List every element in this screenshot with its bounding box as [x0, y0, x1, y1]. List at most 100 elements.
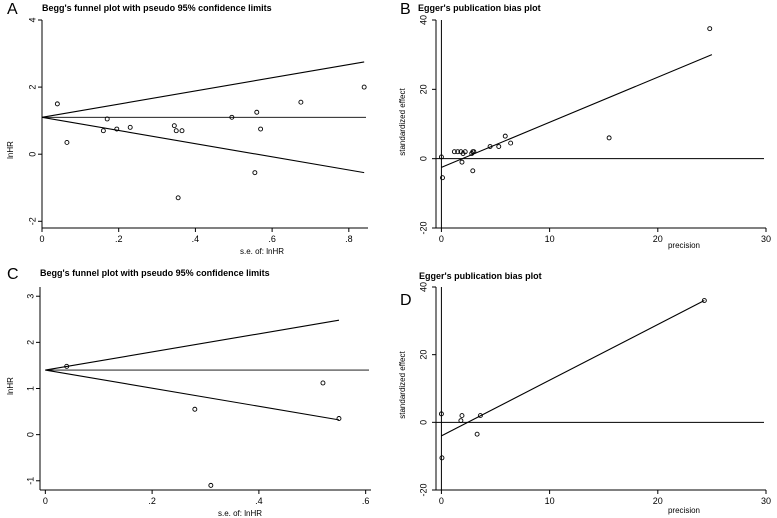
data-point [258, 126, 264, 132]
x-tick-label: .2 [148, 496, 156, 506]
x-tick-label: 10 [545, 496, 555, 506]
data-point [438, 154, 444, 160]
x-tick-label: 0 [43, 496, 48, 506]
y-tick-label: 40 [418, 15, 428, 25]
lower-confidence-limit [45, 369, 340, 421]
x-axis-label: precision [668, 506, 700, 515]
x-tick-label: 10 [545, 234, 555, 244]
data-point [701, 298, 707, 303]
data-point [487, 144, 493, 149]
data-point [508, 140, 514, 146]
chart-title: Begg's funnel plot with pseudo 95% confi… [40, 268, 270, 278]
data-point [474, 431, 480, 437]
y-tick-label: 40 [418, 282, 428, 292]
data-point [439, 455, 445, 461]
panel-letter: A [7, 1, 18, 18]
x-tick-label: 20 [653, 496, 663, 506]
x-tick-label: 30 [761, 496, 771, 506]
data-point [64, 363, 70, 369]
x-tick-label: 0 [439, 234, 444, 244]
y-axis-label: standardized effect [398, 87, 407, 155]
y-tick-label: 20 [418, 84, 428, 94]
y-tick-label: 1 [25, 386, 35, 391]
data-point [361, 84, 367, 90]
panel-c: C Begg's funnel plot with pseudo 95% conf… [6, 266, 371, 518]
panel-letter: D [400, 292, 412, 309]
data-point [175, 195, 181, 201]
upper-confidence-limit [41, 61, 365, 118]
data-point [458, 418, 464, 424]
data-point [477, 413, 483, 419]
data-point [471, 149, 477, 155]
data-point [192, 406, 198, 412]
y-tick-label: -2 [27, 217, 37, 225]
panel-a: A Begg's funnel plot with pseudo 95% conf… [6, 1, 368, 256]
y-tick-label: 0 [27, 152, 37, 157]
data-point [100, 128, 106, 134]
data-point [336, 416, 342, 421]
data-point [496, 144, 502, 149]
x-tick-label: .4 [192, 234, 200, 244]
data-point [438, 411, 444, 417]
y-tick-label: 0 [25, 432, 35, 437]
panel-letter: B [400, 1, 411, 18]
y-tick-label: 4 [27, 17, 37, 22]
data-point [208, 482, 214, 488]
data-point [459, 159, 465, 165]
y-tick-label: 2 [27, 85, 37, 90]
y-tick-label: 20 [418, 350, 428, 360]
y-tick-label: 0 [418, 156, 428, 161]
data-point [252, 170, 258, 176]
y-axis-label: standardized effect [398, 350, 407, 418]
data-point [320, 380, 326, 386]
x-tick-label: 20 [653, 234, 663, 244]
x-tick-label: 0 [439, 496, 444, 506]
data-point [451, 149, 457, 155]
y-tick-label: 2 [25, 340, 35, 345]
x-axis-label: s.e. of: lnHR [240, 247, 284, 256]
data-point [298, 99, 304, 105]
x-tick-label: 0 [39, 234, 44, 244]
data-point [179, 128, 185, 134]
data-point [64, 140, 70, 145]
data-point [114, 126, 120, 132]
panel-b: B Egger's publication bias plot 0 10 20 30 -20… [398, 1, 771, 250]
x-tick-label: 30 [761, 234, 771, 244]
data-point [54, 101, 60, 107]
regression-line [441, 54, 713, 168]
data-point [459, 413, 465, 419]
y-axis-label: lnHR [6, 141, 15, 159]
panel-d: D Egger's publication bias plot 0 10 20 30 -20… [398, 271, 771, 515]
x-tick-label: .6 [268, 234, 276, 244]
data-point [127, 124, 133, 130]
y-tick-label: -20 [418, 221, 428, 234]
data-point [171, 123, 177, 129]
x-axis-label: precision [668, 241, 700, 250]
panel-letter: C [7, 266, 19, 283]
data-point [502, 133, 508, 139]
upper-confidence-limit [45, 319, 340, 371]
y-tick-label: 3 [25, 294, 35, 299]
lower-confidence-limit [41, 116, 365, 174]
data-point [254, 109, 260, 115]
data-point [455, 149, 461, 155]
x-tick-label: .6 [362, 496, 370, 506]
data-point [104, 116, 110, 122]
y-axis-label: lnHR [6, 377, 15, 395]
chart-title: Egger's publication bias plot [418, 3, 541, 13]
data-point [440, 175, 445, 181]
data-point [707, 26, 713, 32]
data-point [229, 114, 235, 120]
x-tick-label: .8 [345, 234, 353, 244]
chart-title: Egger's publication bias plot [419, 271, 542, 281]
y-tick-label: -1 [25, 477, 35, 485]
x-tick-label: .4 [255, 496, 263, 506]
y-tick-label: 0 [418, 420, 428, 425]
data-point [470, 168, 476, 174]
data-point [173, 128, 179, 134]
x-tick-label: .2 [115, 234, 123, 244]
data-point [462, 149, 468, 155]
regression-line [441, 300, 705, 437]
data-point [606, 135, 612, 141]
